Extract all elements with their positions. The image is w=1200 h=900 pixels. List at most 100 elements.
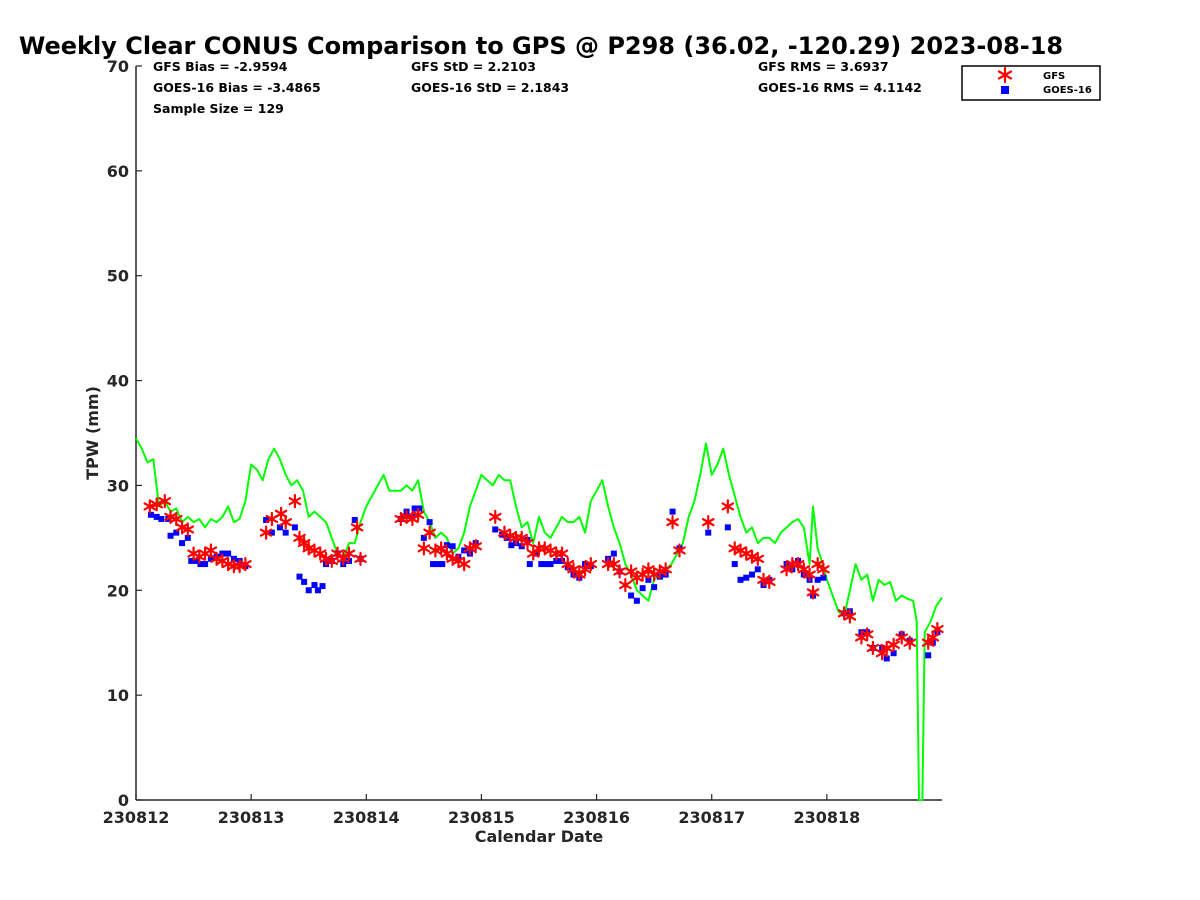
goes16-point: [291, 524, 298, 531]
gfs-point: [143, 499, 157, 514]
goes16-point: [411, 505, 418, 512]
goes16-point: [179, 540, 186, 547]
y-tick-label: 70: [107, 57, 129, 76]
goes16-point: [814, 576, 821, 583]
gfs-point: [274, 506, 288, 521]
goes16-point: [542, 561, 549, 568]
gfs-point: [469, 539, 482, 554]
goes16-point: [416, 505, 423, 512]
goes16-bias-text: GOES-16 Bias = -3.4865: [153, 80, 321, 95]
x-tick-label: 230818: [793, 808, 860, 827]
goes16-point: [749, 571, 756, 578]
gfs-point: [866, 640, 880, 656]
goes16-point: [314, 587, 321, 594]
gfs-point: [297, 535, 311, 551]
y-tick-label: 40: [107, 372, 129, 391]
gfs-point: [411, 507, 425, 522]
x-tick-label: 230817: [678, 808, 745, 827]
goes16-point: [628, 592, 635, 599]
gfs-point: [150, 497, 164, 512]
y-ticks: 0 10 20 30 40 50 60 70: [107, 57, 142, 810]
gfs-point: [780, 562, 793, 577]
goes16-point: [430, 561, 437, 568]
y-tick-label: 0: [118, 791, 129, 810]
gfs-point: [887, 637, 900, 652]
gfs-point: [613, 564, 626, 579]
gfs-point: [488, 509, 502, 524]
gfs-point: [440, 546, 454, 561]
gfs-point: [293, 530, 306, 545]
goes16-point: [754, 566, 761, 573]
goes16-rms-text: GOES-16 RMS = 4.1142: [758, 80, 922, 95]
goes16-point: [492, 526, 499, 533]
gfs-point: [350, 520, 364, 535]
gfs-point: [843, 609, 857, 624]
goes16-point: [883, 655, 890, 662]
gfs-point: [931, 621, 944, 637]
gfs-point: [457, 556, 471, 572]
goes16-point: [296, 573, 303, 580]
gfs-point: [584, 556, 598, 572]
gfs-point: [417, 541, 431, 556]
goes16-point: [526, 561, 533, 568]
gfs-point: [921, 635, 935, 650]
y-tick-label: 20: [107, 581, 129, 600]
gfs-point: [817, 562, 830, 577]
gfs-point: [336, 551, 350, 566]
goes16-point: [651, 584, 658, 591]
gfs-point: [313, 546, 327, 561]
goes16-point: [167, 532, 174, 539]
goes16-point: [319, 583, 326, 590]
goes16-point: [434, 561, 441, 568]
goes16-point: [188, 557, 195, 564]
goes16-point: [207, 555, 214, 562]
gfs-point: [521, 535, 534, 551]
goes16-point: [153, 513, 160, 520]
goes16-point: [311, 582, 318, 589]
x-tick-label: 230816: [563, 808, 630, 827]
gfs-point: [158, 494, 172, 509]
goes16-point: [158, 515, 165, 522]
gfs-point: [762, 574, 776, 589]
gfs-point: [279, 515, 292, 530]
series-layer: [135, 437, 944, 801]
gfs-point: [567, 562, 580, 577]
gfs-point: [673, 543, 686, 558]
goes16-point: [547, 561, 554, 568]
goes16-point: [420, 534, 427, 541]
legend: GFS GOES-16: [961, 65, 1101, 101]
goes16-point: [147, 511, 154, 518]
goes16-point: [669, 508, 676, 515]
legend-box: [961, 65, 1101, 101]
gfs-point: [701, 515, 715, 530]
gfs-point: [875, 646, 889, 661]
goes16-point: [724, 524, 731, 531]
gfs-point: [423, 525, 436, 540]
gfs-rms-text: GFS RMS = 3.6937: [758, 59, 889, 74]
goes16-point: [925, 652, 932, 659]
goes16-point: [426, 519, 433, 526]
gfs-point: [642, 562, 655, 577]
gfs-point: [903, 635, 917, 650]
goes16-point: [230, 555, 237, 562]
gfs-point: [751, 551, 765, 566]
gfs-point: [170, 511, 183, 527]
x-axis-label: Calendar Date: [475, 827, 604, 846]
goes16-point: [219, 550, 226, 557]
gfs-point: [204, 543, 218, 558]
gfs-point: [515, 530, 529, 545]
goes16-point: [731, 561, 738, 568]
gfs-point: [926, 630, 940, 645]
goes16-point: [202, 561, 209, 568]
goes16-point: [192, 557, 199, 564]
goes16-point: [645, 576, 652, 583]
chart-title: Weekly Clear CONUS Comparison to GPS @ P…: [19, 32, 1063, 60]
gfs-point: [573, 567, 586, 582]
gfs-point: [578, 562, 592, 577]
y-tick-label: 10: [107, 686, 129, 705]
gfs-point: [331, 546, 344, 561]
goes16-point: [820, 574, 827, 581]
x-tick-label: 230813: [218, 808, 285, 827]
gfs-point: [181, 522, 195, 537]
